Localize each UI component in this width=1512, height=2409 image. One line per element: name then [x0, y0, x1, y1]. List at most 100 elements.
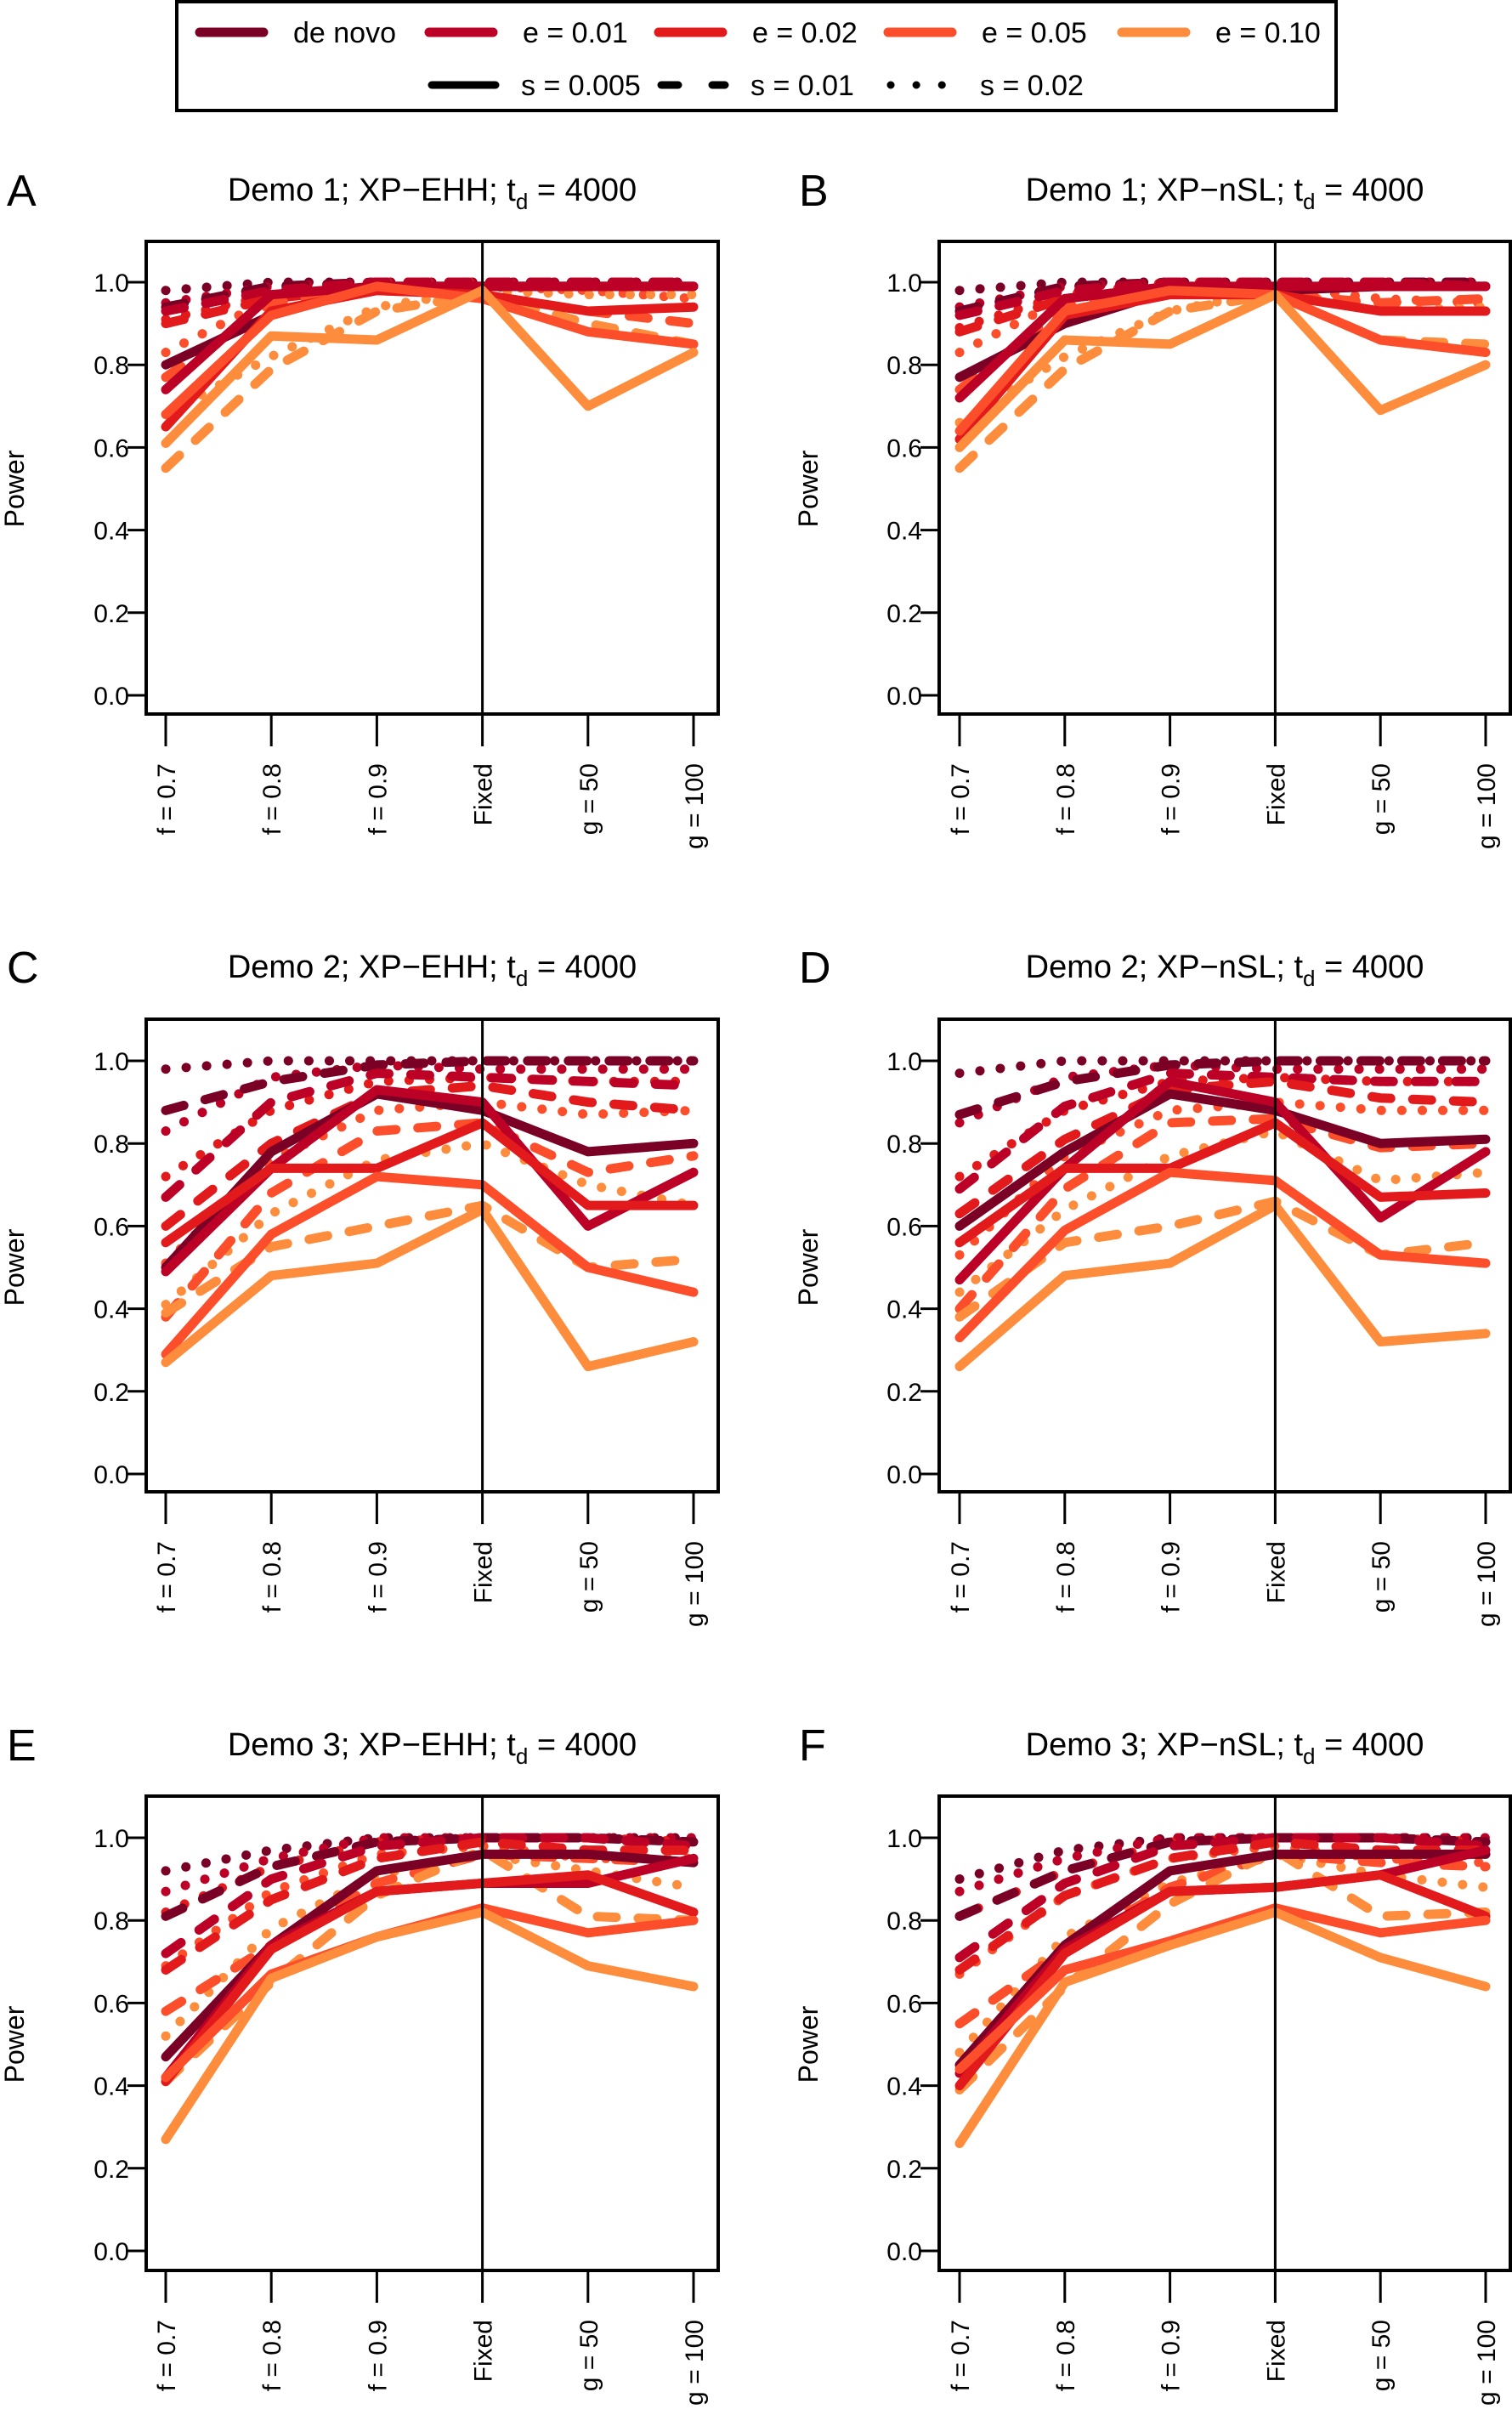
panel-letter: C: [7, 944, 39, 993]
x-tick-label: f = 0.8: [1052, 1541, 1080, 1613]
panels: A Demo 1; XP−EHH; td = 4000 Power 0.0 0.2 0.4…: [0, 167, 1512, 2406]
series-line-e05-solid: [161, 281, 699, 419]
legend-item-e05: e = 0.05: [883, 17, 1087, 49]
title-subscript: d: [1303, 189, 1315, 214]
series-line-e05-dashed: [161, 1118, 699, 1322]
panel-B: B Demo 1; XP−nSL; td = 4000 Power 0.0 0.2 0.4…: [793, 167, 1512, 849]
title-main: Demo 3; XP−nSL; t: [1026, 1727, 1304, 1763]
x-tick-label: f = 0.9: [364, 2320, 392, 2391]
y-tick-label: 0.2: [886, 600, 922, 628]
y-tick-label: 0.4: [93, 2073, 129, 2101]
panel-title: Demo 1; XP−EHH; td = 4000: [228, 173, 637, 214]
series-line-e02-solid: [161, 1118, 699, 1248]
x-tick-label: f = 0.8: [1052, 2320, 1080, 2391]
panel-title: Demo 2; XP−EHH; td = 4000: [228, 949, 637, 991]
series-line-e10-dashed: [161, 290, 699, 473]
plot-frame: [144, 1794, 720, 2272]
series-group: [954, 1833, 1491, 2149]
y-axis-label: Power: [793, 2005, 824, 2083]
series-line-e01-dashed: [161, 1068, 699, 1202]
x-tick-label: f = 0.9: [1158, 1541, 1186, 1613]
title-tail: = 4000: [1315, 949, 1424, 985]
title-tail: = 4000: [1315, 1727, 1424, 1763]
title-subscript: d: [516, 189, 528, 214]
plot-frame: [937, 240, 1512, 716]
x-tick-label: g = 50: [575, 763, 603, 835]
y-axis-label: Power: [793, 1228, 824, 1306]
legend: de novo e = 0.01 e = 0.02 e = 0.05 e = 0.10 s…: [175, 0, 1338, 112]
legend-label: de novo: [293, 17, 396, 49]
y-tick-label: 0.4: [886, 518, 922, 546]
x-tick-label: g = 50: [575, 1541, 603, 1613]
x-tick-label: f = 0.9: [1158, 2320, 1186, 2391]
legend-item-dashed: s = 0.01: [657, 70, 854, 102]
y-tick-label: 0.0: [93, 1461, 129, 1489]
series-group: [161, 1833, 699, 2145]
x-tick-label: f = 0.8: [1052, 763, 1080, 835]
y-tick-label: 0.4: [886, 1296, 922, 1324]
panel-title: Demo 1; XP−nSL; td = 4000: [1026, 173, 1424, 214]
y-tick-label: 0.2: [93, 1379, 129, 1407]
x-tick-label: g = 100: [1473, 1541, 1501, 1627]
series-line-e01-dashed: [954, 1068, 1491, 1194]
panel-letter: F: [799, 1721, 826, 1771]
y-tick-label: 0.6: [93, 1990, 129, 2018]
x-tick-label: g = 100: [1473, 2320, 1501, 2406]
y-tick-label: 0.8: [93, 1907, 129, 1936]
legend-item-e10: e = 0.10: [1117, 17, 1321, 49]
title-subscript: d: [1303, 966, 1315, 991]
x-tick-label: Fixed: [470, 1541, 498, 1603]
y-tick-label: 1.0: [886, 1048, 922, 1076]
x-tick-label: f = 0.7: [947, 1541, 975, 1613]
series-line-e05-dashed: [954, 1114, 1491, 1314]
legend-label: s = 0.01: [750, 70, 854, 102]
series-line-e01-dashed: [161, 1833, 699, 1958]
series-line-denovo-dashed: [161, 1056, 699, 1115]
x-tick-label: Fixed: [1262, 1541, 1290, 1603]
x-tick-label: g = 50: [1368, 763, 1396, 835]
x-tick-label: g = 100: [681, 763, 709, 849]
legend-label: e = 0.02: [752, 17, 858, 49]
title-main: Demo 1; XP−nSL; t: [1026, 173, 1304, 208]
x-tick-label: f = 0.8: [258, 1541, 286, 1613]
series-line-e10-solid: [161, 1907, 699, 2145]
panel-E: E Demo 3; XP−EHH; td = 4000 Power 0.0 0.2 0.4…: [0, 1721, 720, 2406]
panel-F: F Demo 3; XP−nSL; td = 4000 Power 0.0 0.2 0.4…: [793, 1721, 1512, 2406]
legend-item-solid: s = 0.005: [428, 70, 641, 102]
plot-frame: [937, 1017, 1512, 1494]
x-tick-label: f = 0.7: [153, 763, 181, 835]
x-tick-label: f = 0.8: [258, 763, 286, 835]
x-tick-label: g = 100: [1473, 763, 1501, 849]
panel-title: Demo 3; XP−nSL; td = 4000: [1026, 1727, 1424, 1769]
x-tick-label: f = 0.7: [947, 763, 975, 835]
title-subscript: d: [516, 1743, 528, 1769]
legend-item-dotted: s = 0.02: [886, 70, 1084, 102]
series-line-denovo-dotted: [954, 1056, 1491, 1079]
series-line-e05-solid: [954, 1167, 1491, 1343]
y-tick-label: 0.6: [886, 1213, 922, 1241]
y-axis-label: Power: [0, 2005, 30, 2083]
x-tick-label: g = 50: [1368, 1541, 1396, 1613]
series-line-e05-solid: [161, 1903, 699, 2083]
x-tick-label: Fixed: [1262, 2320, 1290, 2382]
y-tick-label: 1.0: [93, 1825, 129, 1853]
y-tick-label: 1.0: [93, 269, 129, 298]
series-group: [954, 277, 1491, 473]
series-line-e10-dotted: [161, 1138, 699, 1310]
y-tick-label: 0.2: [93, 600, 129, 628]
series-line-e10-dotted: [161, 286, 699, 419]
title-tail: = 4000: [1315, 173, 1424, 208]
series-line-e10-dotted: [161, 1849, 699, 2041]
x-tick-label: g = 50: [575, 2320, 603, 2391]
title-main: Demo 3; XP−EHH; t: [228, 1727, 516, 1763]
y-tick-label: 0.8: [886, 352, 922, 380]
legend-label: e = 0.10: [1215, 17, 1321, 49]
y-tick-label: 0.6: [93, 1213, 129, 1241]
y-tick-label: 0.8: [886, 1131, 922, 1159]
x-tick-label: f = 0.7: [153, 1541, 181, 1613]
y-tick-label: 0.0: [93, 2238, 129, 2266]
series-line-e02-dashed: [954, 1076, 1491, 1219]
panel-letter: A: [7, 167, 37, 216]
y-tick-label: 0.4: [93, 1296, 129, 1324]
